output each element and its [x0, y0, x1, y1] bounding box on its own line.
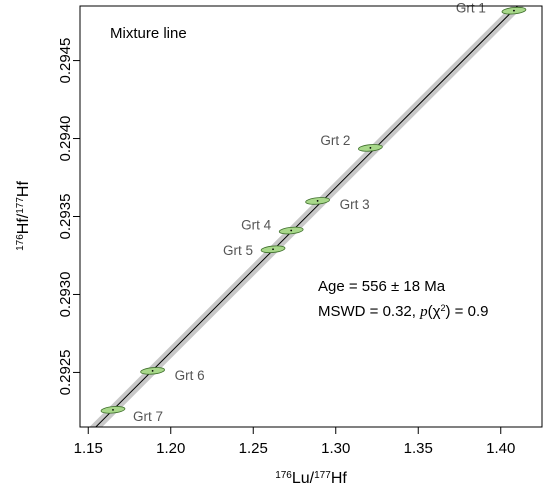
data-point-6: [151, 369, 154, 372]
x-axis-title: 176Lu/177Hf: [275, 470, 347, 488]
regression-line: [95, 6, 519, 427]
age-annotation: Age = 556 ± 18 Ma: [318, 278, 446, 295]
y-tick-label-1: 0.2930: [57, 272, 74, 318]
point-label-3: Grt 3: [340, 197, 370, 212]
y-tick-label-3: 0.2940: [57, 116, 74, 162]
x-tick-label-5: 1.40: [486, 440, 515, 457]
data-point-7: [112, 408, 114, 411]
x-tick-label-1: 1.20: [156, 440, 185, 457]
regression-line-layer: [95, 6, 519, 427]
x-tick-label-0: 1.15: [74, 440, 103, 457]
x-tick-label-2: 1.25: [239, 440, 268, 457]
point-label-1: Grt 1: [456, 1, 486, 16]
point-label-layer: Grt 1 Grt 2 Grt 3 Grt 4 Grt 5 Grt 6 Grt 7: [133, 1, 486, 424]
data-point-4: [290, 229, 293, 232]
uncertainty-band: [89, 6, 524, 427]
point-label-5: Grt 5: [223, 243, 253, 258]
point-label-7: Grt 7: [133, 409, 163, 424]
y-tick-label-0: 0.2925: [57, 349, 74, 395]
x-axis-ticks: 1.15 1.20 1.25 1.30 1.35 1.40: [74, 427, 515, 457]
y-axis-title: 176Hf/177Hf: [15, 181, 33, 251]
mswd-annotation: MSWD = 0.32, p(χ2) = 0.9: [318, 303, 488, 320]
point-label-4: Grt 4: [241, 218, 271, 233]
x-tick-label-4: 1.35: [404, 440, 433, 457]
data-point-5: [272, 248, 274, 251]
point-label-6: Grt 6: [175, 368, 205, 383]
y-tick-label-4: 0.2945: [57, 38, 74, 84]
y-tick-label-2: 0.2935: [57, 194, 74, 240]
chart-title: Mixture line: [110, 25, 187, 42]
uncertainty-band-layer: [89, 6, 524, 427]
data-point-2: [369, 146, 372, 149]
data-point-3: [316, 200, 319, 202]
data-ellipse-layer: [100, 6, 527, 414]
y-axis-ticks: 0.2925 0.2930 0.2935 0.2940 0.2945: [57, 38, 80, 395]
x-tick-label-3: 1.30: [321, 440, 350, 457]
point-label-2: Grt 2: [320, 133, 350, 148]
data-point-1: [513, 9, 515, 12]
